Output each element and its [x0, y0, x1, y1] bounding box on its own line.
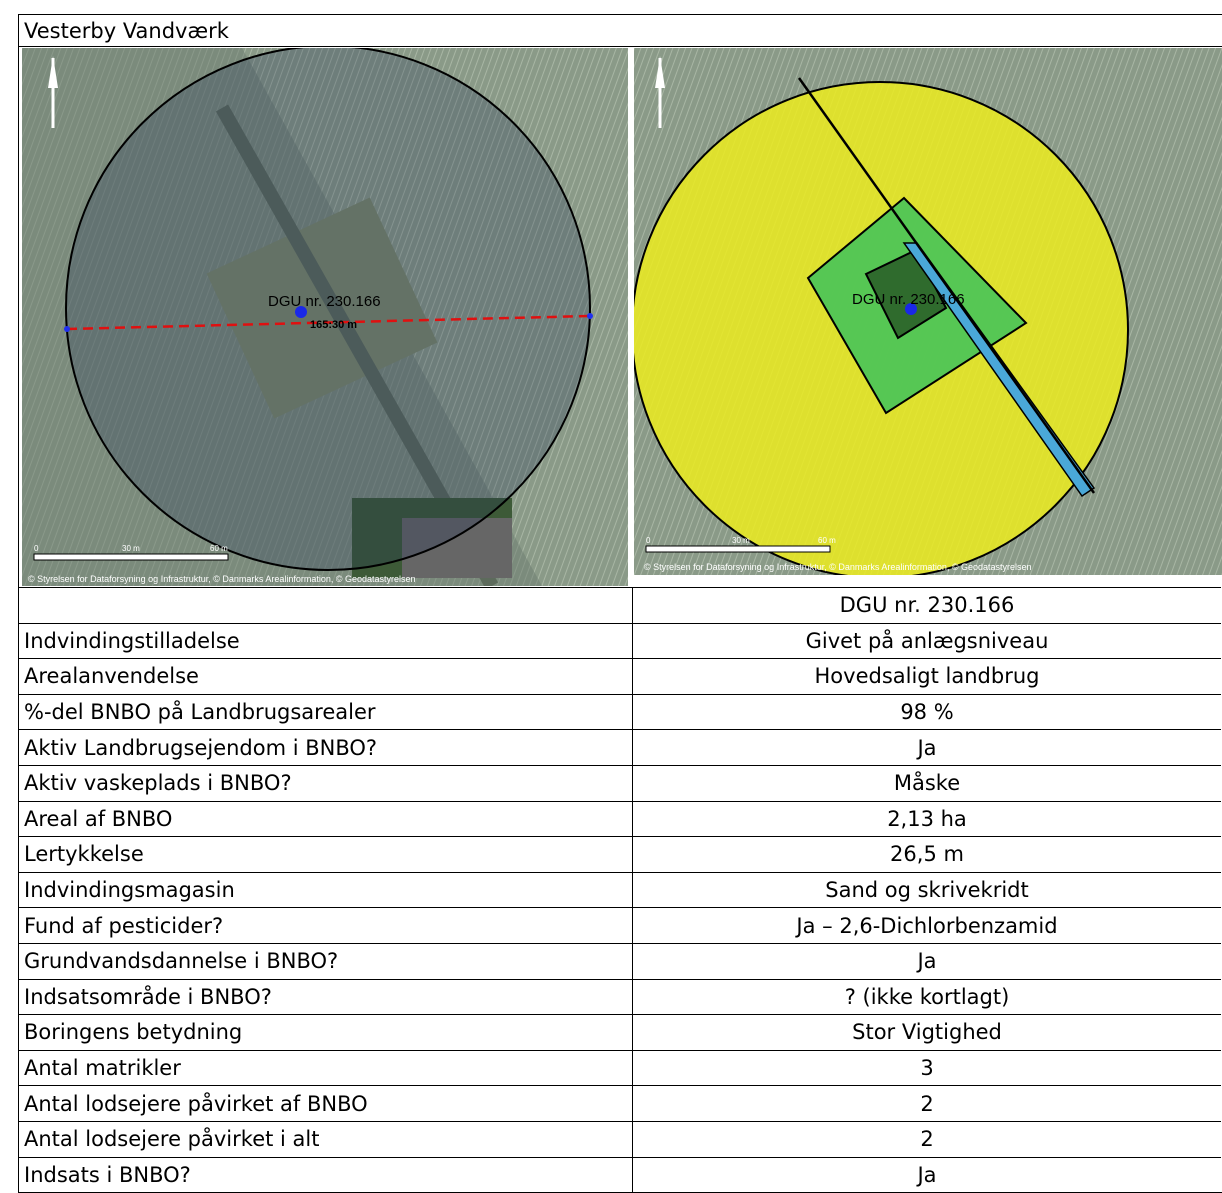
row-label: %-del BNBO på Landbrugsarealer — [18, 693, 633, 731]
table-row: Boringens betydning Stor Vigtighed — [18, 1014, 1221, 1051]
table-row: Antal lodsejere påvirket af BNBO 2 — [18, 1085, 1221, 1122]
row-label: Arealanvendelse — [18, 658, 633, 695]
row-value: Ja — [632, 729, 1221, 766]
row-label: Antal matrikler — [18, 1049, 633, 1087]
scale-label: 0 — [646, 536, 651, 545]
row-label: Indvindingstilladelse — [18, 622, 633, 660]
row-value: Hovedsaligt landbrug — [632, 658, 1221, 695]
row-label: Indsatsområde i BNBO? — [18, 978, 633, 1016]
row-label: Lertykkelse — [18, 836, 633, 873]
table-row: Aktiv vaskeplads i BNBO? Måske — [18, 764, 1221, 802]
table-row: Arealanvendelse Hovedsaligt landbrug — [18, 658, 1221, 695]
table-row: Indsats i BNBO? Ja — [18, 1156, 1221, 1193]
well-label: DGU nr. 230.166 — [268, 293, 381, 310]
table-row: Antal matrikler 3 — [18, 1049, 1221, 1087]
title: Vesterby Vandværk — [24, 19, 229, 43]
table-row: Indvindingstilladelse Givet på anlægsnive… — [18, 622, 1221, 660]
row-value: 98 % — [632, 693, 1221, 731]
table-row: Lertykkelse 26,5 m — [18, 836, 1221, 873]
row-value: Ja — [632, 1156, 1221, 1193]
row-value: Givet på anlægsniveau — [632, 622, 1221, 660]
distance-label: 165:30 m — [310, 319, 357, 331]
header-cell — [18, 587, 633, 624]
table-row: Fund af pesticider? Ja – 2,6-Dichlorbenza… — [18, 907, 1221, 944]
table-row: Indvindingsmagasin Sand og skrivekridt — [18, 871, 1221, 909]
row-label: Indsats i BNBO? — [18, 1156, 633, 1193]
row-value: 3 — [632, 1049, 1221, 1087]
header-cell: DGU nr. 230.166 — [632, 587, 1221, 624]
row-label: Grundvandsdannelse i BNBO? — [18, 942, 633, 980]
row-value: ? (ikke kortlagt) — [632, 978, 1221, 1016]
credit: © Styrelsen for Dataforsyning og Infrast… — [644, 562, 1032, 572]
row-label: Aktiv Landbrugsejendom i BNBO? — [18, 729, 633, 766]
scale-label: 60 m — [818, 536, 836, 545]
well-label: DGU nr. 230.166 — [852, 291, 965, 308]
row-value: Ja — [632, 942, 1221, 980]
table-row: Grundvandsdannelse i BNBO? Ja — [18, 942, 1221, 980]
table-row: Indsatsområde i BNBO?? (ikke kortlagt) — [18, 978, 1221, 1016]
row-value: 2 — [632, 1120, 1221, 1158]
row-value: Stor Vigtighed — [632, 1014, 1221, 1051]
row-label: Areal af BNBO — [18, 800, 633, 838]
table-row: %-del BNBO på Landbrugsarealer 98 % — [18, 693, 1221, 731]
row-value: 26,5 m — [632, 836, 1221, 873]
map-left: DGU nr. 230.166 165:30 m 0 30 m 60 m © S… — [22, 48, 628, 586]
scale-label: 0 — [34, 544, 39, 553]
row-value: 2 — [632, 1085, 1221, 1122]
map-right: DGU nr. 230.166 0 30 m 60 m © Styrelsen … — [634, 48, 1222, 575]
scale-label: 60 m — [210, 544, 228, 553]
row-value: Sand og skrivekridt — [632, 871, 1221, 909]
info-table: DGU nr. 230.166 Indvindingstilladelse Give… — [18, 587, 1221, 1193]
row-value: 2,13 ha — [632, 800, 1221, 838]
scale-label: 30 m — [122, 544, 140, 553]
table-row: Aktiv Landbrugsejendom i BNBO? Ja — [18, 729, 1221, 766]
row-label: Aktiv vaskeplads i BNBO? — [18, 764, 633, 802]
credit: © Styrelsen for Dataforsyning og Infrast… — [28, 574, 416, 584]
row-value: Måske — [632, 764, 1221, 802]
table-row: DGU nr. 230.166 — [18, 587, 1221, 624]
table-row: Antal lodsejere påvirket i alt 2 — [18, 1120, 1221, 1158]
row-label: Antal lodsejere påvirket i alt — [18, 1120, 633, 1158]
row-label: Antal lodsejere påvirket af BNBO — [18, 1085, 633, 1122]
row-value: Ja – 2,6-Dichlorbenzamid — [632, 907, 1221, 944]
scale-label: 30 m — [732, 536, 750, 545]
row-label: Fund af pesticider? — [18, 907, 633, 944]
row-label: Indvindingsmagasin — [18, 871, 633, 909]
row-label: Boringens betydning — [18, 1014, 633, 1051]
table-row: Areal af BNBO 2,13 ha — [18, 800, 1221, 838]
divider — [18, 46, 1222, 47]
